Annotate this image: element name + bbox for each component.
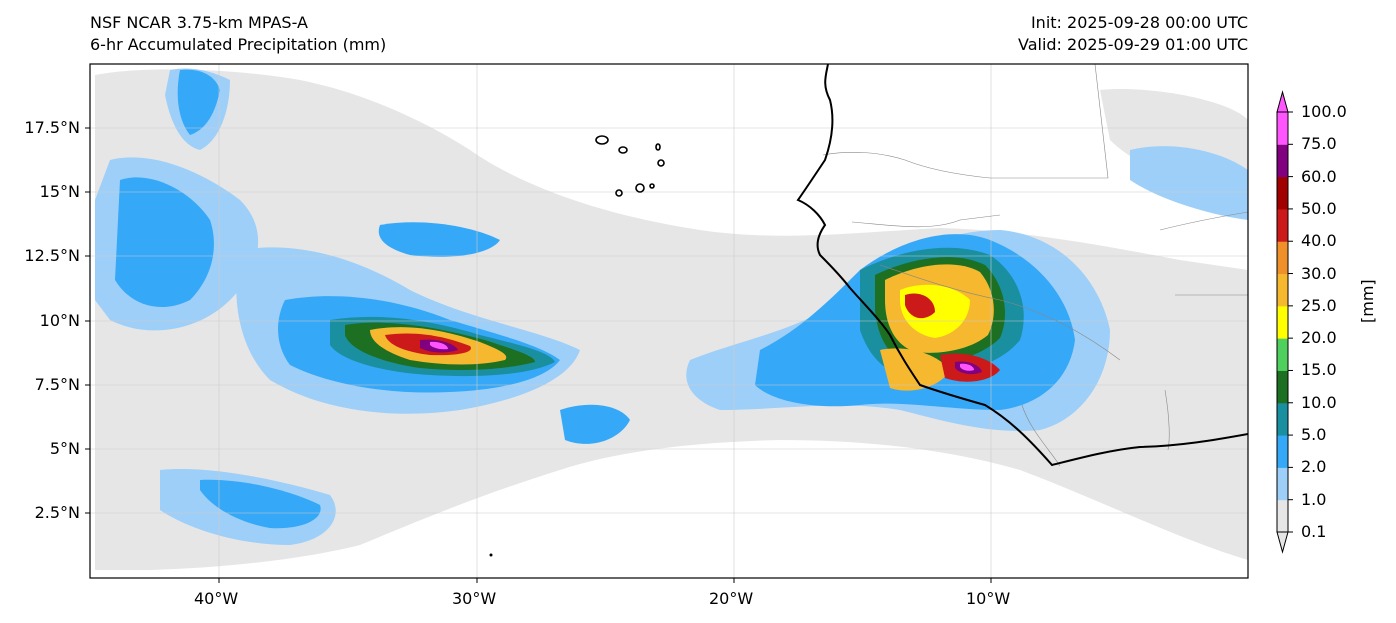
colorbar-segment (1277, 499, 1288, 533)
colorbar-segment (1277, 241, 1288, 275)
colorbar-segment (1277, 112, 1288, 145)
colorbar-level-label: 2.0 (1301, 457, 1327, 477)
colorbar-frame (1276, 111, 1289, 533)
init-time: Init: 2025-09-28 00:00 UTC (1030, 13, 1248, 32)
colorbar-segment (1277, 208, 1288, 242)
colorbar-level-label: 15.0 (1301, 360, 1337, 380)
model-name: NSF NCAR 3.75-km MPAS-A (90, 13, 308, 32)
colorbar-level-label: 1.0 (1301, 489, 1327, 509)
lon-label: 20°W (709, 589, 754, 608)
field-name: 6-hr Accumulated Precipitation (mm) (90, 35, 387, 54)
colorbar-segment (1277, 144, 1288, 178)
coastline (796, 64, 1248, 467)
colorbar-segment (1277, 305, 1288, 339)
colorbar-level-label: 60.0 (1301, 166, 1337, 186)
colorbar (1276, 90, 1293, 554)
lon-label: 30°W (452, 589, 497, 608)
colorbar-level-label: 100.0 (1301, 102, 1347, 121)
colorbar-level-label: 5.0 (1301, 425, 1327, 445)
island-dot (489, 553, 493, 557)
colorbar-level-label: 25.0 (1301, 295, 1337, 315)
lon-label: 40°W (194, 589, 239, 608)
lat-label: 15°N (39, 182, 80, 201)
lat-label: 7.5°N (34, 375, 80, 394)
title-left: NSF NCAR 3.75-km MPAS-A 6-hr Accumulated… (90, 12, 386, 56)
colorbar-segment (1277, 402, 1288, 436)
colorbar-level-label: 50.0 (1301, 198, 1337, 218)
lat-label: 17.5°N (24, 118, 80, 137)
colorbar-level-label: 0.1 (1301, 522, 1327, 541)
precip-field (90, 64, 1248, 578)
colorbar-segment (1277, 176, 1288, 210)
colorbar-segment (1277, 467, 1288, 501)
colorbar-segment (1277, 273, 1288, 307)
colorbar-segment (1277, 338, 1288, 371)
colorbar-level-label: 40.0 (1301, 231, 1337, 251)
colorbar-segment (1277, 370, 1288, 404)
valid-time: Valid: 2025-09-29 01:00 UTC (1017, 35, 1248, 54)
title-right: Init: 2025-09-28 00:00 UTC Valid: 2025-0… (1018, 12, 1248, 56)
colorbar-units: [mm] (1358, 279, 1377, 323)
lon-label: 10°W (966, 589, 1011, 608)
country-borders (822, 64, 1248, 467)
colorbar-level-label: 20.0 (1301, 328, 1337, 348)
colorbar-extend-min (1276, 531, 1289, 554)
lat-label: 5°N (49, 439, 80, 458)
lat-label: 2.5°N (34, 503, 80, 522)
colorbar-level-label: 30.0 (1301, 263, 1337, 283)
axis-ticks (85, 127, 992, 583)
colorbar-level-label: 75.0 (1301, 134, 1337, 154)
gridlines (90, 64, 1248, 578)
cape-verde-islands (595, 135, 665, 197)
lat-label: 10°N (39, 311, 80, 330)
colorbar-extend-max (1276, 90, 1289, 113)
colorbar-segment (1277, 435, 1288, 468)
colorbar-level-label: 10.0 (1301, 392, 1337, 412)
lat-label: 12.5°N (24, 246, 80, 265)
